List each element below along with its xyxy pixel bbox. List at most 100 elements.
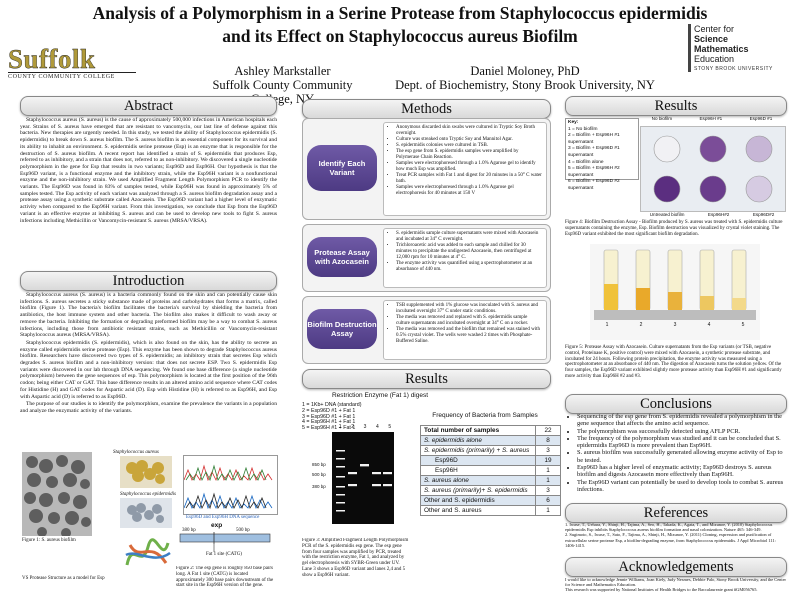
table-cell: Other and S. epidermidis xyxy=(420,495,536,506)
table-row: Total number of samples 22 xyxy=(420,425,561,436)
frequency-table: Total number of samples 22 S. epidermidis… xyxy=(420,425,561,516)
exp-label-text: exp xyxy=(211,522,223,529)
acknowledgements-grant: This research was supported by National … xyxy=(565,587,758,593)
key-item: 6 = Biofilm + Esp96D #2 supernatant xyxy=(568,179,620,191)
method-1-bullet: S. epidermidis colonies were cultured in… xyxy=(396,143,542,149)
label-aureus-text: Staphylococcus aureus xyxy=(113,450,159,455)
table-cell: 22 xyxy=(535,425,561,436)
table-cell: 3 xyxy=(535,485,561,496)
tube-label: 3 xyxy=(673,322,677,328)
plate-top-labels: No biofilm Esp96H #1 Esp96D #1 xyxy=(638,116,786,126)
exp-label: exp xyxy=(211,522,241,529)
method-2-bullet: The enzyme activity was quantified using… xyxy=(396,261,542,273)
intro-paragraph-1: Staphylococcus aureus (S. aureus) is a b… xyxy=(20,292,277,339)
protein-structure-image xyxy=(122,535,174,573)
abstract-heading-text: Abstract xyxy=(123,98,174,114)
method-box-3: TSB supplemented with 1% glucose was ino… xyxy=(383,300,547,360)
methods-row-1: Identify Each Variant Anonymous discarde… xyxy=(302,118,551,220)
method-1-bullet: Samples were electrophoresed through a 1… xyxy=(396,161,542,173)
methods-row-3: Biofilm Destruction Assay TSB supplement… xyxy=(302,296,551,364)
acknowledgements-text: I would like to acknowledge Jennie Willi… xyxy=(565,577,786,588)
reference-item: 1. Iwase, T., Uehara, Y., Shinji, H., Ta… xyxy=(565,522,773,533)
fig1-caption-text: Figure 1: S. aureus biofilm xyxy=(22,538,76,543)
results-key: Key: 1 = No biofilm 2 = Biofilm + Esp96H… xyxy=(565,118,639,191)
method-1-bullet: Anonymous discarded skin swabs were cult… xyxy=(396,125,542,137)
csme-logo: Center for Science Mathematics Education… xyxy=(688,24,798,94)
acknowledgements-body: I would like to acknowledge Jennie Willi… xyxy=(565,577,787,593)
plate-label: Esp96D #1 xyxy=(749,116,773,121)
conclusion-item: The polymorphism was successfully detect… xyxy=(577,428,787,435)
gel-lane-label: 2 xyxy=(351,424,354,430)
abstract-heading: Abstract xyxy=(20,96,277,116)
method-1-bullet: Samples were electrophoresed through a 1… xyxy=(396,185,542,197)
table-cell: 8 xyxy=(535,435,561,446)
exon-size-2-text: 500 bp xyxy=(236,528,250,533)
fig4-caption-text: Figure 4: Biofilm Destruction Assay - Bi… xyxy=(565,220,783,237)
method-1-bullet: The esp gene from S. epidermidis samples… xyxy=(396,149,542,161)
method-label-3: Biofilm Destruction Assay xyxy=(307,309,377,349)
gene-diagram xyxy=(176,530,276,560)
gel-key-item: 3 = Esp96D #1 + Fat 1 xyxy=(302,413,356,420)
tube-label: 2 xyxy=(639,322,643,328)
results-mid-heading: Results xyxy=(302,369,551,389)
abstract-paragraph: Staphylococcus aureus (S. aureus) is the… xyxy=(20,117,277,224)
aureus-image xyxy=(120,456,172,488)
gel-lane-label: 1 xyxy=(338,424,342,430)
sequence-chromatogram xyxy=(183,455,278,515)
table-row: S. aureus (primarily)+ S. epidermidis 3 xyxy=(420,485,561,496)
table-row: S. epidermidis (primarily) + S. aureus 3 xyxy=(420,445,561,456)
table-cell: 1 xyxy=(535,505,561,516)
introduction-body: Staphylococcus aureus (S. aureus) is a b… xyxy=(20,292,277,450)
fig1-caption: Figure 1: S. aureus biofilm xyxy=(22,538,112,544)
introduction-heading: Introduction xyxy=(20,271,277,291)
biofilm-plate-image xyxy=(640,126,786,212)
fig2-caption-text: Figure 2: The esp gene is roughly 850 ba… xyxy=(176,566,274,589)
table-cell: 6 xyxy=(535,495,561,506)
acknowledgements-heading-text: Acknowledgements xyxy=(618,559,734,575)
intro-paragraph-2: Staphylococcus epidermidis (S. epidermid… xyxy=(20,339,277,400)
table-row: Other and S. aureus 1 xyxy=(420,505,561,516)
gel-title: Restriction Enzyme (Fat 1) digest xyxy=(320,392,440,399)
table-cell: 3 xyxy=(535,445,561,456)
gel-bp-500-text: 500 bp xyxy=(312,472,326,477)
method-2-bullet: Trichloroacetic acid was added to each s… xyxy=(396,243,542,261)
table-cell: 1 xyxy=(535,465,561,476)
ribbon-structure xyxy=(125,538,171,566)
table-row: S. epidermidis alone 8 xyxy=(420,435,561,446)
gel-bands xyxy=(336,450,392,512)
key-item: 3 = Biofilm + Esp96D #1 supernatant xyxy=(568,146,620,158)
gel-bp-850-text: 850 bp xyxy=(312,462,326,467)
method-label-3-text: Biofilm Destruction Assay xyxy=(307,320,377,338)
conclusions-body: Sequencing of the esp gene from S. epide… xyxy=(565,413,787,501)
gel-bp-500: 500 bp xyxy=(312,472,332,478)
key-item: 2 = Biofilm + Esp96H #1 supernatant xyxy=(568,133,620,145)
fat1-site-label: Fat 1 site (CATG) xyxy=(204,552,244,558)
title-line-2: and its Effect on Staphylococcus aureus … xyxy=(222,26,578,46)
epi-image xyxy=(120,498,172,528)
plate-label: Esp96H#2 xyxy=(707,212,730,217)
references-heading-text: References xyxy=(643,505,709,521)
gel-key-item: 1 = 1Kb+ DNA (standard) xyxy=(302,402,362,408)
abstract-body: Staphylococcus aureus (S. aureus) is the… xyxy=(20,117,277,280)
conclusion-item: S. aureus biofilm was successfully gener… xyxy=(577,449,787,464)
sem-biofilm-image xyxy=(22,452,92,538)
gel-key-item: 2 = Esp96D #1 + Fat 1 xyxy=(302,407,356,414)
conclusions-heading-text: Conclusions xyxy=(640,396,712,412)
plate-label: Esp96H #1 xyxy=(699,116,723,121)
fig4-caption: Figure 4: Biofilm Destruction Assay - Bi… xyxy=(565,220,785,237)
method-3-bullet: The media was removed and replaced with … xyxy=(396,315,542,327)
suffolk-logo: Suffolk COUNTY COMMUNITY COLLEGE xyxy=(8,45,136,82)
gel-key: 1 = 1Kb+ DNA (standard) 2 = Esp96D #1 + … xyxy=(302,402,372,432)
fig5-caption-text: Figure 5: Protease Assay with Azocasein.… xyxy=(565,345,782,379)
gel-bp-380-text: 380 bp xyxy=(312,484,326,489)
acknowledgements-heading: Acknowledgements xyxy=(565,557,787,577)
author-2: Daniel Moloney, PhD Dept. of Biochemistr… xyxy=(360,64,690,92)
vs-caption-text: VS Protease Structure as a model for Esp xyxy=(22,576,105,581)
conclusion-item: Esp96D has a higher level of enzymatic a… xyxy=(577,464,787,479)
references-body: 1. Iwase, T., Uehara, Y., Shinji, H., Ta… xyxy=(565,522,787,548)
table-row: Esp96H 1 xyxy=(420,465,561,476)
table-cell: Esp96H xyxy=(420,465,536,476)
logo-bar xyxy=(688,24,691,72)
exon-size-1-text: 380 bp xyxy=(182,528,196,533)
key-item: 1 = No biofilm xyxy=(568,126,598,132)
